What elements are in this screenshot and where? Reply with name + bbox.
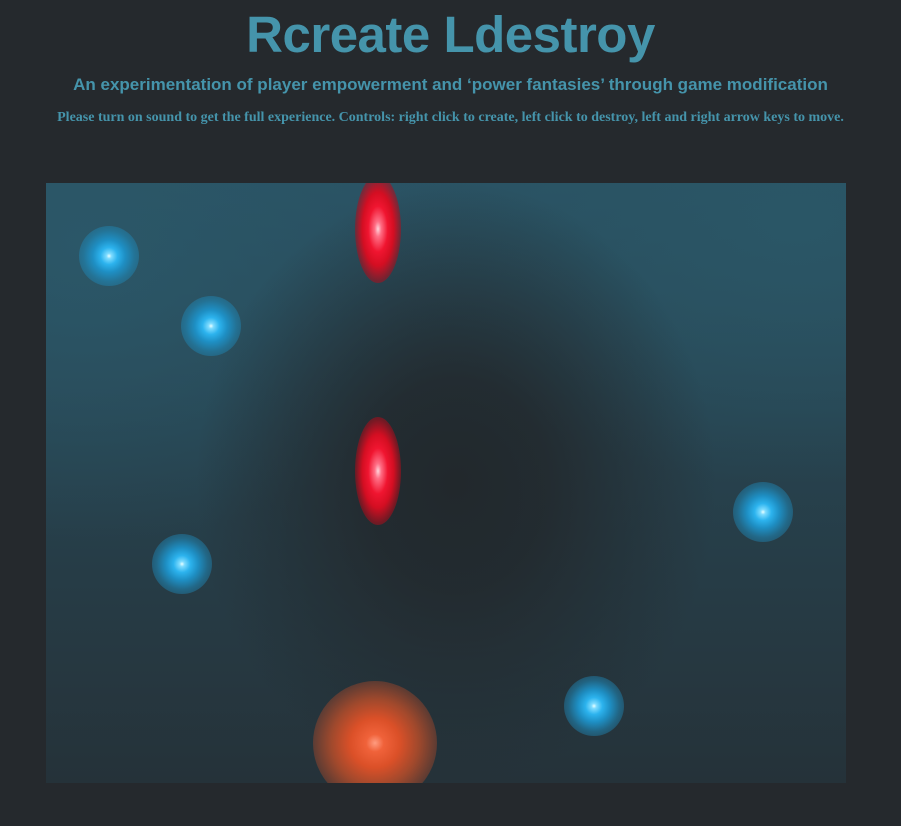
blue-orb[interactable] bbox=[152, 534, 212, 594]
game-canvas[interactable] bbox=[46, 183, 846, 783]
game-title: Rcreate Ldestroy bbox=[246, 6, 655, 63]
blue-orb[interactable] bbox=[79, 226, 139, 286]
player-orb[interactable] bbox=[313, 681, 437, 783]
game-subtitle: An experimentation of player empowerment… bbox=[73, 75, 828, 94]
blue-orb[interactable] bbox=[564, 676, 624, 736]
red-enemy[interactable] bbox=[355, 183, 401, 283]
blue-orb[interactable] bbox=[181, 296, 241, 356]
red-enemy[interactable] bbox=[355, 417, 401, 525]
game-instructions: Please turn on sound to get the full exp… bbox=[57, 110, 844, 125]
blue-orb[interactable] bbox=[733, 482, 793, 542]
